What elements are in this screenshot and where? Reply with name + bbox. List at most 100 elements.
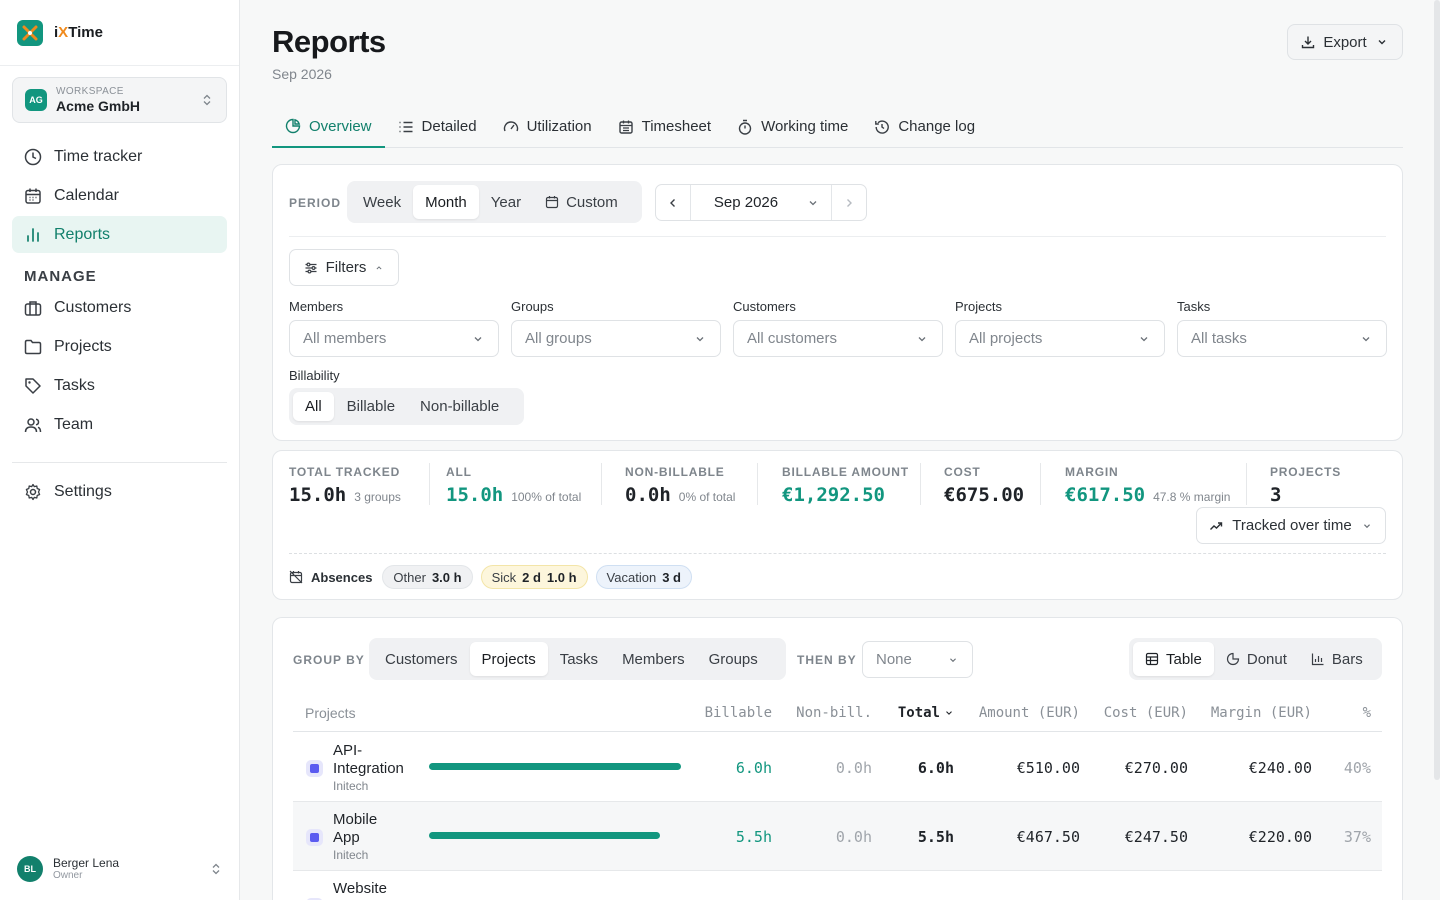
sidebar-item-label: Time tracker xyxy=(54,147,143,165)
column-header-total[interactable]: Total xyxy=(898,705,954,721)
filter-label: Members xyxy=(289,299,344,314)
filter-label: Projects xyxy=(955,299,1002,314)
user-menu[interactable]: BL Berger Lena Owner xyxy=(17,856,223,882)
project-name: Mobile App Initech xyxy=(333,811,378,862)
customers-select[interactable]: All customers xyxy=(733,320,943,357)
billability-billable[interactable]: Billable xyxy=(346,398,396,415)
sidebar-item-label: Settings xyxy=(54,482,112,500)
view-label: Bars xyxy=(1331,650,1363,668)
project-customer: Initech xyxy=(333,848,369,862)
tab-detailed[interactable]: Detailed xyxy=(385,106,490,147)
chevron-right-icon xyxy=(847,198,852,207)
period-month[interactable]: Month xyxy=(413,185,479,219)
sidebar-item-reports[interactable]: Reports xyxy=(12,216,227,253)
page-title: Reports xyxy=(272,24,386,59)
stat-value: 15.0h xyxy=(446,484,504,506)
list-icon xyxy=(399,121,413,132)
tab-timesheet[interactable]: Timesheet xyxy=(605,106,724,147)
sidebar-item-time-tracker[interactable]: Time tracker xyxy=(12,138,227,175)
view-donut[interactable]: Donut xyxy=(1214,642,1299,676)
table-row[interactable]: Mobile App Initech 5.5h 0.0h 5.5h €467.50 €247.… xyxy=(293,802,1382,871)
tab-utilization[interactable]: Utilization xyxy=(490,106,605,147)
sidebar-item-customers[interactable]: Customers xyxy=(12,289,227,326)
workspace-switcher[interactable]: AG WORKSPACE Acme GmbH xyxy=(12,77,227,123)
report-tabs: Overview Detailed Utilization Timesheet … xyxy=(272,106,1403,148)
stat-label: MARGIN xyxy=(1065,465,1119,479)
table-row[interactable]: API- Integration Initech 6.0h 0.0h 6.0h €510.0… xyxy=(293,733,1382,802)
absences-summary: Absences Other 3.0 h Sick 2 d 1.0 h Vacatio… xyxy=(289,565,692,589)
stat-value: €1,292.50 xyxy=(782,484,885,506)
period-picker[interactable]: Sep 2026 xyxy=(690,185,832,220)
cost-value: €270.00 xyxy=(1124,759,1188,777)
period-filters-card: PERIOD Week Month Year Custom Sep 2026 xyxy=(272,164,1403,441)
summary-stats-card: TOTAL TRACKED 15.0h 3 groups ALL 15.0h 100… xyxy=(272,450,1403,600)
chart-toggle-button[interactable]: Tracked over time xyxy=(1196,507,1386,544)
stat-sub: 0% of total xyxy=(678,490,736,504)
period-selector: Week Month Year Custom xyxy=(347,181,642,223)
sidebar-item-label: Reports xyxy=(54,225,111,243)
sidebar-item-settings[interactable]: Settings xyxy=(12,473,227,510)
groups-select[interactable]: All groups xyxy=(511,320,721,357)
group-by-customers[interactable]: Customers xyxy=(385,650,458,668)
tab-label: Utilization xyxy=(526,118,592,135)
filters-toggle-button[interactable]: Filters xyxy=(289,249,399,286)
sidebar-item-projects[interactable]: Projects xyxy=(12,328,227,365)
billability-all[interactable]: All xyxy=(293,392,334,421)
view-bars[interactable]: Bars xyxy=(1299,642,1375,676)
then-by-select[interactable]: None xyxy=(862,641,973,678)
stat-sub: 3 groups xyxy=(354,490,401,504)
stopwatch-icon xyxy=(738,119,752,135)
brand[interactable]: iXTime xyxy=(0,0,239,66)
column-header-billable[interactable]: Billable xyxy=(704,705,772,721)
table-row[interactable]: Website xyxy=(293,871,1382,900)
members-select[interactable]: All members xyxy=(289,320,499,357)
stat-value: 3 xyxy=(1270,484,1282,506)
select-placeholder: All groups xyxy=(525,330,592,347)
previous-period-button[interactable] xyxy=(656,185,690,220)
tab-label: Detailed xyxy=(421,118,477,135)
app-logo-icon xyxy=(17,19,43,46)
sidebar-item-tasks[interactable]: Tasks xyxy=(12,367,227,404)
tab-change-log[interactable]: Change log xyxy=(861,106,988,147)
sidebar-item-team[interactable]: Team xyxy=(12,406,227,443)
column-header-amount[interactable]: Amount (EUR) xyxy=(978,705,1080,721)
tab-overview[interactable]: Overview xyxy=(272,106,385,148)
sort-desc-icon xyxy=(946,711,952,715)
divider xyxy=(289,553,1386,554)
export-button[interactable]: Export xyxy=(1287,24,1403,60)
billability-non-billable[interactable]: Non-billable xyxy=(420,398,500,415)
trend-up-icon xyxy=(1210,521,1223,530)
chevron-down-icon xyxy=(1378,40,1386,45)
group-by-groups[interactable]: Groups xyxy=(708,650,758,668)
period-custom[interactable]: Custom xyxy=(533,185,630,219)
period-week[interactable]: Week xyxy=(363,193,402,211)
stat-value: 15.0h xyxy=(289,484,347,506)
date-navigator: Sep 2026 xyxy=(655,184,867,221)
margin-value: €220.00 xyxy=(1248,828,1312,846)
sidebar-item-label: Tasks xyxy=(54,376,95,394)
workspace-badge: AG xyxy=(25,89,47,111)
sidebar-item-label: Calendar xyxy=(54,186,119,204)
group-by-projects[interactable]: Projects xyxy=(469,642,548,676)
period-year[interactable]: Year xyxy=(490,193,522,211)
group-by-members[interactable]: Members xyxy=(622,650,685,668)
tasks-select[interactable]: All tasks xyxy=(1177,320,1387,357)
tab-working-time[interactable]: Working time xyxy=(724,106,861,147)
column-header-percent[interactable]: % xyxy=(1362,705,1371,721)
stat-total-tracked: TOTAL TRACKED 15.0h 3 groups xyxy=(289,465,401,506)
column-header-margin[interactable]: Margin (EUR) xyxy=(1210,705,1312,721)
filter-tasks: Tasks All tasks xyxy=(1177,299,1387,357)
next-period-button[interactable] xyxy=(832,185,866,220)
divider xyxy=(920,463,921,505)
projects-select[interactable]: All projects xyxy=(955,320,1165,357)
column-header-non-billable[interactable]: Non-bill. xyxy=(796,705,872,721)
tab-label: Working time xyxy=(761,118,849,135)
workspace-caption: WORKSPACE xyxy=(56,86,124,97)
project-name: Website xyxy=(333,880,387,897)
group-by-tasks[interactable]: Tasks xyxy=(559,650,599,668)
billability-selector: All Billable Non-billable xyxy=(289,388,524,425)
view-table[interactable]: Table xyxy=(1133,642,1214,676)
sidebar-item-calendar[interactable]: Calendar xyxy=(12,177,227,214)
scrollbar[interactable] xyxy=(1434,0,1440,780)
column-header-cost[interactable]: Cost (EUR) xyxy=(1103,705,1188,721)
